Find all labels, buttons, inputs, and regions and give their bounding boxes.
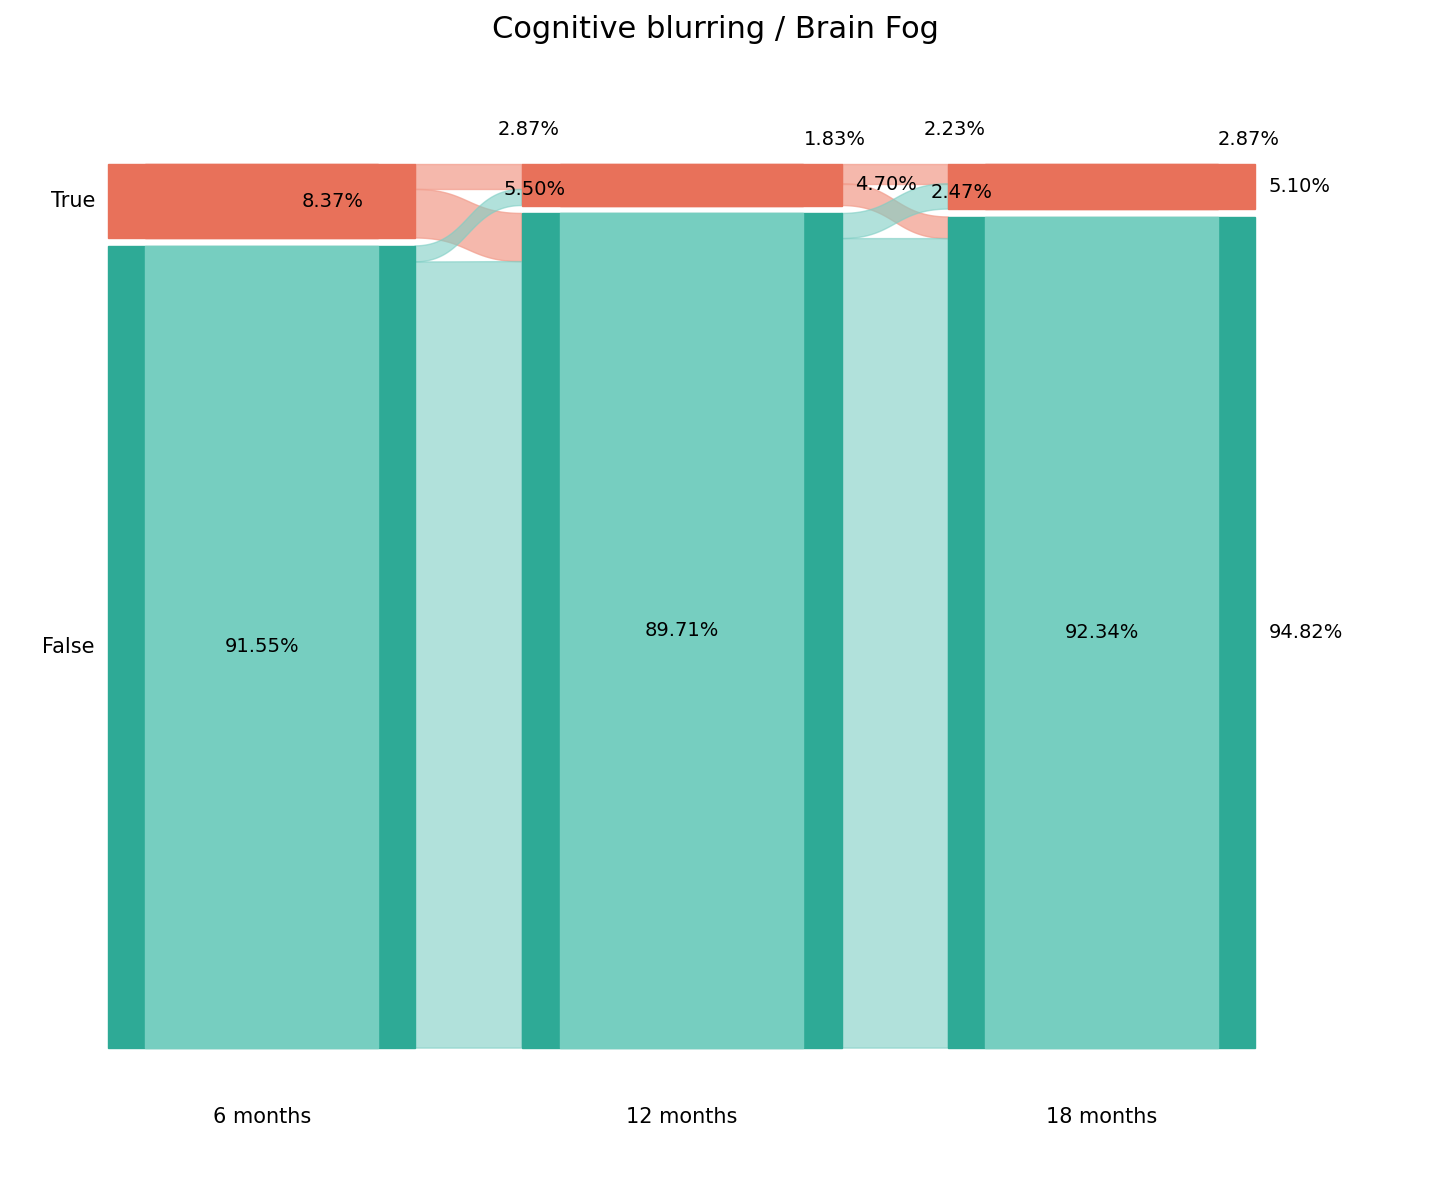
Polygon shape [415,189,522,262]
Bar [985,217,1218,1048]
Text: 94.82%: 94.82% [1268,624,1343,642]
Text: 2.47%: 2.47% [931,183,992,202]
Text: 2.87%: 2.87% [498,120,559,139]
Text: True: True [50,191,94,211]
Bar [144,246,378,1048]
Bar [561,214,804,1048]
Text: 8.37%: 8.37% [302,191,363,210]
Text: 91.55%: 91.55% [225,638,299,657]
Text: 92.34%: 92.34% [1064,624,1138,642]
Text: 18 months: 18 months [1045,1107,1157,1127]
Bar [522,164,842,205]
Polygon shape [415,164,522,189]
Polygon shape [842,184,948,239]
Polygon shape [842,164,948,184]
Bar [109,164,415,239]
Text: 89.71%: 89.71% [645,621,719,640]
Bar [144,164,378,239]
Bar [948,217,1256,1048]
Text: 2.23%: 2.23% [924,120,987,139]
Polygon shape [415,262,522,1048]
Text: 12 months: 12 months [626,1107,738,1127]
Title: Cognitive blurring / Brain Fog: Cognitive blurring / Brain Fog [492,15,938,44]
Polygon shape [842,184,948,239]
Text: 2.87%: 2.87% [1217,130,1280,149]
Text: 4.70%: 4.70% [855,175,917,195]
Bar [522,214,842,1048]
Bar [985,164,1218,209]
Text: 5.10%: 5.10% [1268,177,1330,196]
Text: False: False [43,637,94,657]
Text: 1.83%: 1.83% [804,130,867,149]
Polygon shape [842,239,948,1048]
Bar [948,164,1256,209]
Text: 5.50%: 5.50% [503,180,566,198]
Text: 6 months: 6 months [213,1107,310,1127]
Polygon shape [415,189,522,262]
Bar [109,246,415,1048]
Bar [561,164,804,205]
